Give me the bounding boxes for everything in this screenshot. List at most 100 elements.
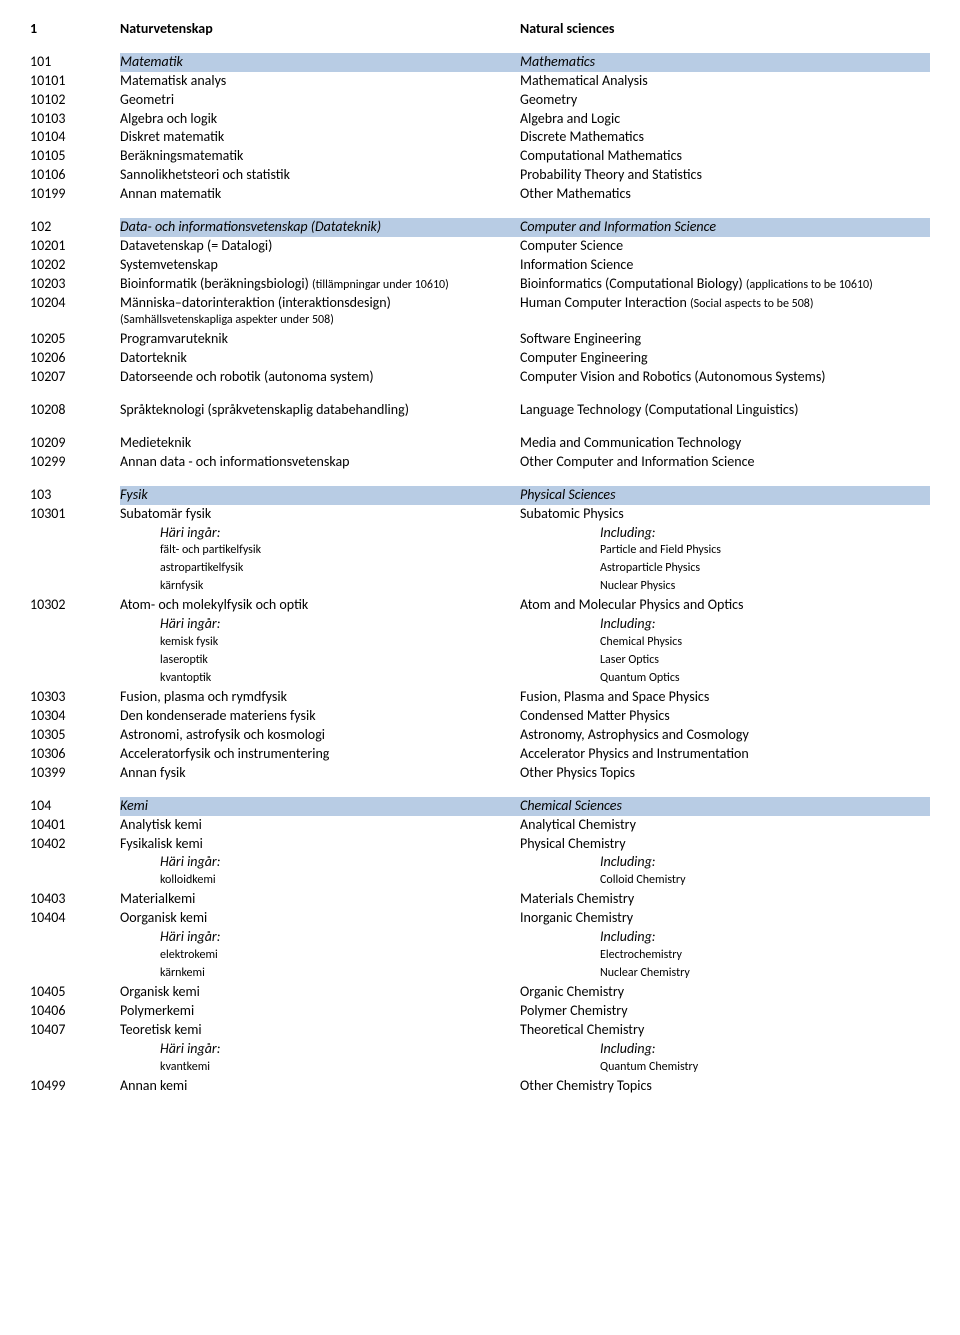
sv: Bioinformatik (beräkningsbiologi) (tillä… <box>120 275 520 294</box>
en: Computer Vision and Robotics (Autonomous… <box>520 368 930 387</box>
section-en: Physical Sciences <box>520 486 930 505</box>
en: Including: <box>560 853 930 872</box>
row-10406: 10406PolymerkemiPolymer Chemistry <box>30 1002 930 1021</box>
en: Language Technology (Computational Lingu… <box>520 401 930 420</box>
sv: Programvaruteknik <box>120 330 520 349</box>
row-10102: 10102GeometriGeometry <box>30 91 930 110</box>
row-10402-incl: Häri ingår:Including: <box>30 853 930 872</box>
sv: fält- och partikelfysik <box>120 542 560 558</box>
row-10302: 10302Atom- och molekylfysik och optikAto… <box>30 596 930 615</box>
en: Particle and Field Physics <box>560 542 930 558</box>
sv: Datorseende och robotik (autonoma system… <box>120 368 520 387</box>
en: Computer Engineering <box>520 349 930 368</box>
sv: Annan matematik <box>120 185 520 204</box>
sv-sub: (Samhällsvetenskapliga aspekter under 50… <box>120 312 520 328</box>
en: Polymer Chemistry <box>520 1002 930 1021</box>
row-10403: 10403MaterialkemiMaterials Chemistry <box>30 890 930 909</box>
en-note: (applications to be 10610) <box>746 278 873 292</box>
row-10303: 10303Fusion, plasma och rymdfysikFusion,… <box>30 688 930 707</box>
sv: astropartikelfysik <box>120 560 560 576</box>
row-10407: 10407Teoretisk kemiTheoretical Chemistry <box>30 1021 930 1040</box>
en: Analytical Chemistry <box>520 816 930 835</box>
code: 10403 <box>30 890 120 909</box>
heading-sv: Naturvetenskap <box>120 20 520 39</box>
sv: Häri ingår: <box>120 928 560 947</box>
en-main: Human Computer Interaction <box>520 294 690 311</box>
row-10402: 10402Fysikalisk kemiPhysical Chemistry <box>30 835 930 854</box>
row-10202: 10202SystemvetenskapInformation Science <box>30 256 930 275</box>
en: Physical Chemistry <box>520 835 930 854</box>
sv: Systemvetenskap <box>120 256 520 275</box>
code: 10399 <box>30 764 120 783</box>
row-10209: 10209MedieteknikMedia and Communication … <box>30 434 930 453</box>
row-10305: 10305Astronomi, astrofysik och kosmologi… <box>30 726 930 745</box>
code: 101 <box>30 53 120 72</box>
en: Astroparticle Physics <box>560 560 930 576</box>
code: 10499 <box>30 1077 120 1096</box>
sv: Teoretisk kemi <box>120 1021 520 1040</box>
sv: Algebra och logik <box>120 110 520 129</box>
sv: Häri ingår: <box>120 1040 560 1059</box>
sv: Häri ingår: <box>120 615 560 634</box>
code: 10199 <box>30 185 120 204</box>
sv: Analytisk kemi <box>120 816 520 835</box>
sv: elektrokemi <box>120 947 560 963</box>
sv: kolloidkemi <box>120 872 560 888</box>
code: 10407 <box>30 1021 120 1040</box>
row-10301c: kärnfysikNuclear Physics <box>30 578 930 596</box>
sv: Datorteknik <box>120 349 520 368</box>
en: Atom and Molecular Physics and Optics <box>520 596 930 615</box>
row-10404-incl: Häri ingår:Including: <box>30 928 930 947</box>
code: 104 <box>30 797 120 816</box>
en: Chemical Physics <box>560 634 930 650</box>
row-10499: 10499Annan kemiOther Chemistry Topics <box>30 1077 930 1096</box>
en: Including: <box>560 928 930 947</box>
code: 10106 <box>30 166 120 185</box>
en: Astronomy, Astrophysics and Cosmology <box>520 726 930 745</box>
code: 10303 <box>30 688 120 707</box>
en: Discrete Mathematics <box>520 128 930 147</box>
en: Other Chemistry Topics <box>520 1077 930 1096</box>
row-10302b: laseroptikLaser Optics <box>30 652 930 670</box>
sv: Acceleratorfysik och instrumentering <box>120 745 520 764</box>
en: Other Physics Topics <box>520 764 930 783</box>
row-10104: 10104Diskret matematikDiscrete Mathemati… <box>30 128 930 147</box>
sv: Matematisk analys <box>120 72 520 91</box>
row-10302c: kvantoptikQuantum Optics <box>30 670 930 688</box>
row-10402a: kolloidkemiColloid Chemistry <box>30 872 930 890</box>
row-10407a: kvantkemiQuantum Chemistry <box>30 1059 930 1077</box>
row-10407-incl: Häri ingår:Including: <box>30 1040 930 1059</box>
row-10103: 10103Algebra och logikAlgebra and Logic <box>30 110 930 129</box>
code: 10102 <box>30 91 120 110</box>
row-10301a: fält- och partikelfysikParticle and Fiel… <box>30 542 930 560</box>
en: Nuclear Physics <box>560 578 930 594</box>
code: 10301 <box>30 505 120 524</box>
section-102: 102 Data- och informationsvetenskap (Dat… <box>30 218 930 237</box>
row-10101: 10101Matematisk analysMathematical Analy… <box>30 72 930 91</box>
heading-1: 1 Naturvetenskap Natural sciences <box>30 20 930 39</box>
sv: Fysikalisk kemi <box>120 835 520 854</box>
sv: Häri ingår: <box>120 853 560 872</box>
en: Laser Optics <box>560 652 930 668</box>
en: Software Engineering <box>520 330 930 349</box>
en: Organic Chemistry <box>520 983 930 1002</box>
en: Including: <box>560 615 930 634</box>
row-10207: 10207Datorseende och robotik (autonoma s… <box>30 368 930 387</box>
en: Media and Communication Technology <box>520 434 930 453</box>
en: Computational Mathematics <box>520 147 930 166</box>
sv: Beräkningsmatematik <box>120 147 520 166</box>
sv: Subatomär fysik <box>120 505 520 524</box>
sv: Annan fysik <box>120 764 520 783</box>
code: 10306 <box>30 745 120 764</box>
code: 10105 <box>30 147 120 166</box>
code: 10203 <box>30 275 120 294</box>
sv: kvantkemi <box>120 1059 560 1075</box>
en: Including: <box>560 1040 930 1059</box>
sv: Organisk kemi <box>120 983 520 1002</box>
code: 10101 <box>30 72 120 91</box>
en: Geometry <box>520 91 930 110</box>
en: Information Science <box>520 256 930 275</box>
sv: kemisk fysik <box>120 634 560 650</box>
en: Quantum Chemistry <box>560 1059 930 1075</box>
sv: Annan data - och informationsvetenskap <box>120 453 520 472</box>
